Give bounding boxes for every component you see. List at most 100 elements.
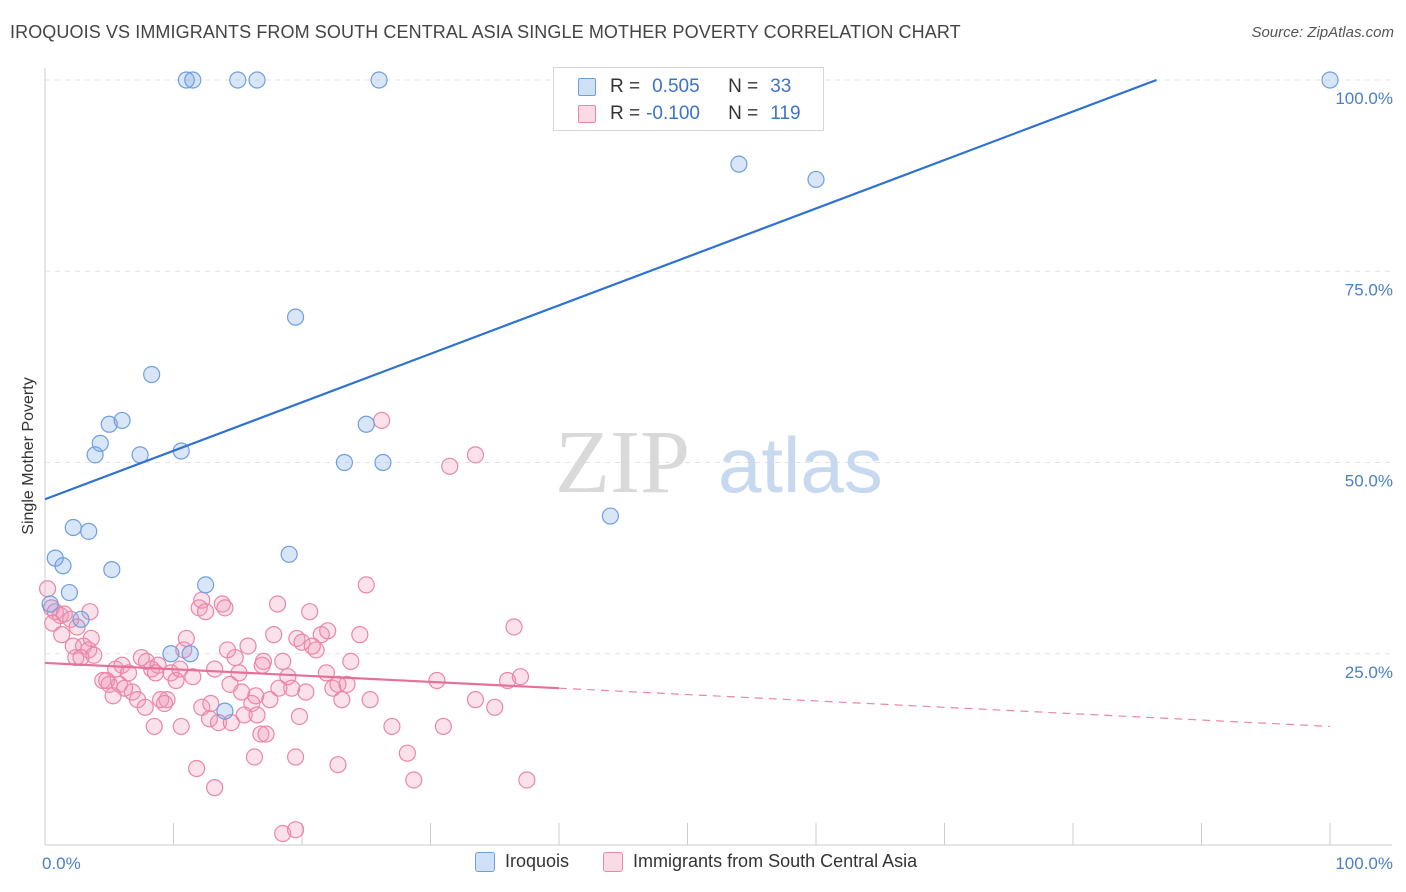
data-point	[60, 583, 79, 602]
data-point	[248, 706, 266, 724]
data-point	[82, 629, 100, 648]
data-point	[257, 725, 275, 743]
data-point	[283, 679, 301, 697]
data-point	[239, 637, 257, 655]
data-point	[374, 453, 392, 472]
x-tick-label: 100.0%	[1335, 854, 1393, 873]
data-point	[274, 824, 292, 843]
data-point	[136, 698, 154, 716]
data-point	[197, 603, 215, 621]
data-point	[54, 557, 72, 575]
data-point	[286, 308, 305, 326]
data-point	[398, 744, 416, 762]
data-point	[357, 576, 375, 594]
data-point	[319, 622, 337, 640]
data-point	[233, 683, 251, 701]
data-point	[202, 694, 220, 713]
data-point	[317, 664, 336, 682]
data-point	[53, 626, 71, 644]
data-point	[270, 679, 288, 697]
series-immigrants	[38, 411, 536, 843]
data-point	[290, 707, 309, 726]
y-tick-label: 75.0%	[1345, 280, 1393, 299]
data-point	[383, 717, 401, 736]
data-point	[293, 633, 311, 651]
data-point	[286, 748, 305, 766]
series-legend: Iroquois Immigrants from South Central A…	[475, 851, 917, 872]
legend-r-value: -0.100	[646, 103, 700, 124]
data-point	[229, 71, 247, 89]
data-point	[441, 457, 459, 475]
y-tick-label: 25.0%	[1345, 663, 1393, 682]
data-point	[247, 687, 265, 705]
trend-line-immigrants-projection	[558, 687, 1331, 728]
data-point	[428, 671, 446, 690]
y-tick-label: 50.0%	[1345, 472, 1393, 491]
data-point	[361, 691, 379, 709]
data-point	[103, 560, 121, 579]
legend-swatch-immigrants	[603, 851, 624, 872]
data-point	[172, 717, 190, 736]
correlation-legend: R = 0.505 N = 33 R = -0.100 N = 119	[553, 67, 824, 131]
data-point	[206, 779, 224, 797]
data-point	[44, 614, 62, 632]
legend-r-label: R =	[610, 103, 641, 124]
legend-item-iroquois: Iroquois	[505, 851, 570, 871]
axes	[44, 68, 1392, 846]
data-point	[143, 365, 161, 384]
data-point	[466, 446, 485, 464]
data-point	[486, 698, 504, 716]
data-point	[261, 691, 279, 709]
data-point	[274, 652, 292, 671]
chart-title: IROQUOIS VS IMMIGRANTS FROM SOUTH CENTRA…	[10, 22, 961, 42]
series-layer	[38, 71, 1339, 843]
trend-line-immigrants	[44, 661, 560, 690]
legend-n-value: 33	[770, 76, 792, 97]
data-point	[181, 645, 199, 663]
data-point	[253, 656, 271, 674]
data-point	[335, 453, 354, 472]
data-point	[67, 648, 85, 667]
legend-item-immigrants: Immigrants from South Central Asia	[633, 851, 918, 871]
trend-layer	[44, 78, 1331, 728]
data-point	[64, 518, 82, 537]
data-point	[188, 759, 206, 778]
legend-swatch-immigrants	[578, 105, 596, 123]
data-point	[100, 415, 118, 433]
data-point	[373, 411, 391, 430]
data-point	[511, 668, 530, 686]
data-point	[72, 610, 90, 628]
data-point	[113, 411, 131, 430]
trend-line-iroquois	[44, 78, 1157, 501]
data-point	[280, 545, 298, 563]
data-point	[1321, 71, 1339, 89]
data-point	[216, 599, 234, 617]
data-point	[268, 595, 287, 613]
legend-r-value: 0.505	[652, 76, 700, 97]
data-point	[98, 671, 116, 690]
tick-labels: 25.0% 50.0% 75.0% 100.0% 0.0% 100.0%	[42, 89, 1393, 873]
data-point	[177, 629, 195, 648]
data-point	[216, 702, 234, 720]
data-point	[184, 71, 202, 89]
series-iroquois	[41, 71, 1339, 720]
data-point	[338, 675, 356, 693]
data-point	[342, 652, 360, 671]
legend-swatch-iroquois	[475, 851, 495, 872]
data-point	[303, 637, 321, 655]
data-point	[218, 641, 237, 659]
data-point	[86, 446, 104, 464]
data-point	[434, 717, 452, 736]
legend-n-label: N =	[728, 103, 759, 124]
data-point	[265, 626, 283, 644]
data-point	[38, 580, 57, 598]
data-point	[72, 648, 90, 667]
data-point	[405, 771, 423, 789]
data-point	[41, 595, 59, 613]
legend-n-value: 119	[770, 103, 801, 124]
data-point	[206, 660, 224, 678]
legend-row-iroquois: R = 0.505 N = 33	[578, 75, 791, 99]
x-tick-label: 0.0%	[42, 854, 81, 873]
data-point	[505, 618, 523, 636]
data-point	[145, 717, 163, 736]
